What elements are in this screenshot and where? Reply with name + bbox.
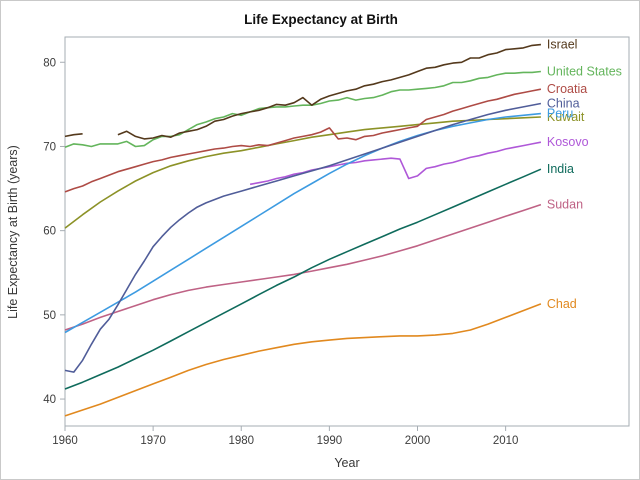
series-line-peru — [64, 112, 541, 334]
series-label-india: India — [547, 162, 574, 176]
x-tick-label: 1960 — [52, 435, 78, 447]
series-line-kuwait — [64, 116, 541, 229]
series-line-sudan — [64, 203, 542, 331]
series-line-china — [64, 102, 542, 373]
series-line-chad — [64, 303, 542, 417]
y-tick-label: 70 — [43, 141, 56, 153]
series-line-croatia — [64, 88, 542, 193]
y-tick-label: 40 — [43, 394, 56, 406]
x-tick-label: 1970 — [140, 435, 166, 447]
series-label-peru: Peru — [547, 107, 573, 121]
y-tick-label: 50 — [43, 310, 56, 322]
y-axis-title: Life Expectancy at Birth (years) — [6, 145, 20, 319]
series-label-united-states: United States — [547, 65, 622, 79]
series-label-kuwait: Kuwait — [547, 110, 585, 124]
series-line-united-states — [64, 70, 541, 149]
series-label-chad: Chad — [547, 297, 577, 311]
series-line-israel — [117, 43, 541, 140]
plot-area-border — [64, 36, 630, 427]
series-line-india — [64, 168, 542, 390]
y-tick-label: 60 — [43, 226, 56, 238]
series-label-sudan: Sudan — [547, 198, 583, 212]
chart-title: Life Expectancy at Birth — [244, 12, 398, 27]
series-line-kosovo — [249, 141, 542, 186]
series-label-israel: Israel — [547, 38, 578, 52]
x-tick-label: 2000 — [405, 435, 431, 447]
series-lines — [64, 43, 542, 417]
series-label-china: China — [547, 97, 580, 111]
series-labels: Chad Sudan India Kosovo KuwaitPeruChinaCroat… — [547, 38, 622, 311]
x-tick-label: 1990 — [317, 435, 343, 447]
x-axis-ticks: 1960 1970 1980 1990 2000 2010 — [52, 426, 518, 447]
y-tick-label: 80 — [43, 57, 56, 69]
series-label-kosovo: Kosovo — [547, 135, 589, 149]
x-tick-label: 1980 — [228, 435, 254, 447]
x-tick-label: 2010 — [493, 435, 519, 447]
series-line-israel — [64, 133, 83, 138]
series-label-croatia: Croatia — [547, 82, 587, 96]
y-axis-ticks: 40 50 60 70 80 — [43, 57, 65, 406]
x-axis-title: Year — [334, 456, 359, 470]
